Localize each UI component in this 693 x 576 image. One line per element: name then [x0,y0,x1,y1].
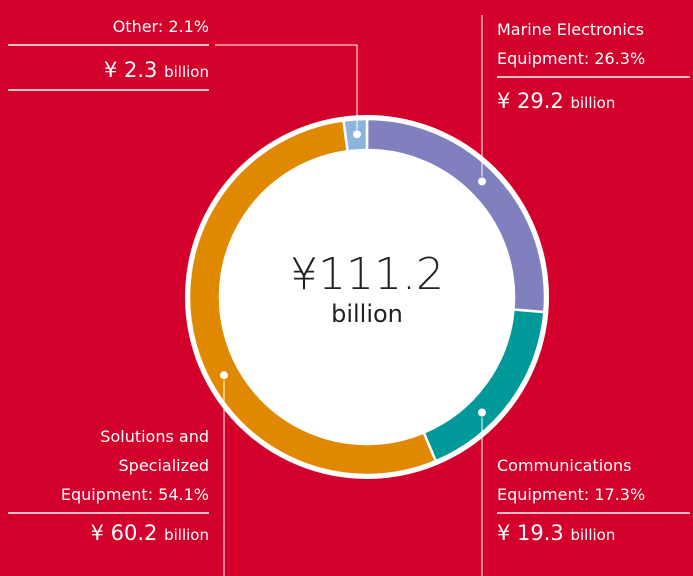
amount-unit: billion [570,526,616,544]
amount-unit: billion [570,94,616,112]
leader-dot [477,407,487,418]
segment-label: Solutions and Specialized Equipment: 54.… [60,427,209,504]
amount: ¥ 2.3 [103,58,158,82]
total-unit: billion [331,300,403,328]
category-name: Marine Electronics Equipment [497,20,644,68]
donut-segment [187,119,438,477]
percent-label: 17.3% [594,485,646,504]
category-name: Other [112,17,158,36]
center-disc [221,151,513,443]
segment-label: Communications Equipment: 17.3% [497,456,646,504]
leader-dot [352,129,362,140]
amount: ¥ 29.2 [497,89,564,113]
percent-label: 26.3% [594,49,646,68]
category-name: Solutions and Specialized Equipment [60,427,209,504]
amount: ¥ 19.3 [497,521,564,545]
percent-label: 54.1% [158,485,209,504]
amount-label: ¥ 2.3 billion [104,57,209,85]
amount-label: ¥ 29.2 billion [497,88,615,116]
segment-label: Other: 2.1% [112,17,209,36]
percent-label: 2.1% [168,17,209,36]
amount-unit: billion [164,63,209,81]
leader-line [215,44,358,135]
leader-dot [477,176,487,187]
center-label: ¥111.2 billion [267,249,467,329]
amount: ¥ 60.2 [90,521,158,545]
category-name: Communications Equipment [497,456,632,504]
total: ¥111.2 [290,249,444,300]
segment-label: Marine Electronics Equipment: 26.3% [497,20,646,68]
amount-label: ¥ 19.3 billion [497,520,615,548]
amount-label: ¥ 60.2 billion [91,520,209,548]
amount-unit: billion [164,526,209,544]
leader-dot [219,370,229,381]
